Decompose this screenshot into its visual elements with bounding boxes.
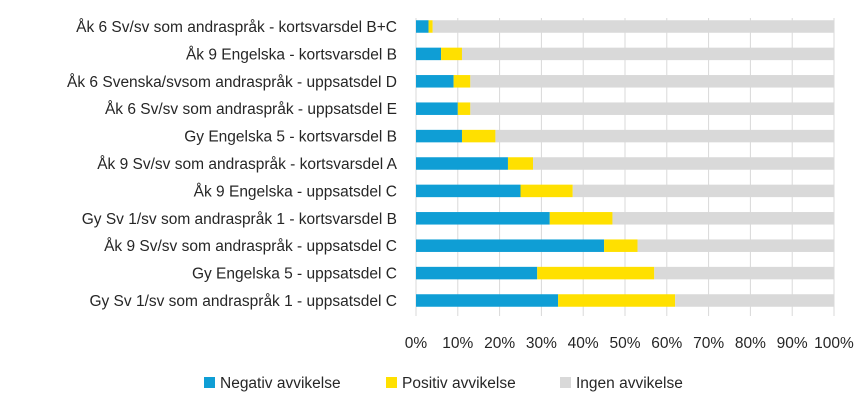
bar-segment (416, 212, 550, 225)
bar-segment (537, 266, 655, 280)
bar-segment (572, 184, 834, 198)
bar-segment (470, 102, 834, 115)
legend-swatch (560, 377, 571, 388)
bar-segment (470, 75, 834, 88)
category-label: Gy Engelska 5 - uppsatsdel C (192, 266, 397, 283)
bar-segment (654, 266, 834, 280)
bar-segment (461, 129, 496, 143)
x-tick-label: 40% (568, 335, 599, 352)
category-label: Åk 9 Sv/sv som andraspråk - kortsvarsdel… (97, 156, 397, 173)
bar-segment (432, 20, 834, 33)
bars (416, 20, 834, 307)
x-tick-label: 80% (735, 335, 766, 352)
x-tick-labels: 0% 10% 20% 30% 40% 50% 60% 70% 80% 90% 100% (405, 335, 854, 352)
bar-segment (533, 157, 834, 170)
category-label: Åk 9 Sv/sv som andraspråk - uppsatsdel C (104, 238, 397, 255)
bar-segment (416, 47, 442, 61)
category-label: Åk 9 Engelska - kortsvarsdel B (186, 46, 397, 63)
category-label: Gy Sv 1/sv som andraspråk 1 - uppsatsdel… (89, 293, 397, 310)
bar-segment (416, 239, 605, 252)
legend-label: Ingen avvikelse (576, 375, 683, 392)
category-label: Åk 6 Sv/sv som andraspråk - uppsatsdel E (105, 101, 397, 118)
bar-segment (441, 47, 462, 61)
bar-segment (416, 184, 521, 198)
x-tick-label: 30% (526, 335, 557, 352)
x-tick-label: 0% (405, 335, 428, 352)
x-tick-label: 100% (814, 335, 854, 352)
category-labels: Åk 6 Sv/sv som andraspråk - kortsvarsdel… (67, 19, 398, 310)
category-label: Åk 6 Svenska/svsom andraspråk - uppsatsd… (67, 74, 397, 91)
legend-label: Negativ avvikelse (220, 375, 341, 392)
bar-segment (457, 102, 471, 115)
bar-segment (549, 212, 613, 225)
legend-swatch (204, 377, 215, 388)
bar-segment (416, 129, 462, 143)
bar-segment (416, 266, 538, 280)
legend: Negativ avvikelse Positiv avvikelse Ingen … (204, 375, 683, 392)
category-label: Gy Sv 1/sv som andraspråk 1 - kortsvarsd… (82, 211, 397, 228)
bar-segment (416, 75, 454, 88)
bar-segment (453, 75, 471, 88)
bar-segment (637, 239, 834, 252)
bar-segment (612, 212, 834, 225)
legend-item: Positiv avvikelse (386, 375, 516, 392)
bar-segment (604, 239, 638, 252)
category-label: Gy Engelska 5 - kortsvarsdel B (184, 129, 397, 146)
x-tick-label: 10% (442, 335, 473, 352)
bar-segment (495, 129, 834, 143)
bar-segment (520, 184, 573, 198)
bar-segment (558, 294, 676, 307)
bar-segment (507, 157, 534, 170)
bar-segment (416, 157, 508, 170)
bar-segment (416, 20, 429, 33)
category-label: Åk 6 Sv/sv som andraspråk - kortsvarsdel… (76, 19, 397, 36)
x-tick-label: 90% (777, 335, 808, 352)
bar-segment (675, 294, 834, 307)
bar-segment (428, 20, 433, 33)
bar-segment (416, 294, 559, 307)
legend-label: Positiv avvikelse (402, 375, 516, 392)
x-tick-label: 50% (609, 335, 640, 352)
x-tick-label: 20% (484, 335, 515, 352)
x-tick-label: 60% (651, 335, 682, 352)
x-tick-label: 70% (693, 335, 724, 352)
legend-item: Ingen avvikelse (560, 375, 683, 392)
category-label: Åk 9 Engelska - uppsatsdel C (194, 183, 397, 200)
legend-item: Negativ avvikelse (204, 375, 341, 392)
bar-segment (461, 47, 834, 61)
legend-swatch (386, 377, 397, 388)
bar-segment (416, 102, 458, 115)
